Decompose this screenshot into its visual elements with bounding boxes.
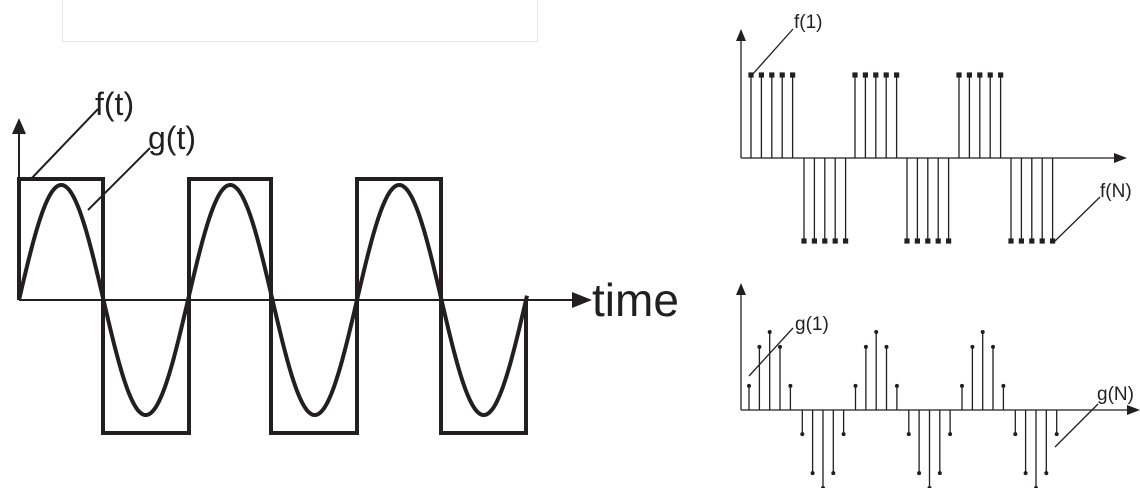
square-sample-marker-6 [811, 238, 817, 244]
sine-sample-marker-1 [757, 344, 762, 349]
blank-frame [62, 0, 538, 42]
sine-sample-marker-0 [747, 383, 751, 388]
time-axis-arrow [572, 292, 592, 308]
f-1-leader-line [751, 28, 794, 76]
square-sample-marker-19 [946, 238, 952, 244]
f-t-label: f(t) [95, 86, 134, 122]
square-sample-marker-9 [843, 238, 849, 244]
square-sample-marker-18 [935, 238, 941, 244]
square-sample-marker-7 [822, 238, 828, 244]
square-sample-marker-23 [987, 72, 993, 78]
sine-sample-marker-26 [1023, 471, 1028, 476]
square-sample-marker-8 [832, 238, 838, 244]
square-sample-marker-5 [801, 238, 807, 244]
f-1-label: f(1) [794, 12, 823, 33]
g-1-leader-line [748, 327, 794, 377]
sampled-square-plot: f(1) f(N) [736, 12, 1132, 244]
sine-sample-marker-21 [970, 344, 975, 349]
time-axis-label: time [592, 274, 679, 326]
square-sample-marker-15 [904, 238, 910, 244]
g-n-label: g(N) [1097, 384, 1134, 405]
sine-sample-stems [747, 330, 1059, 488]
square-wave [17, 177, 528, 435]
sine-sample-marker-14 [894, 383, 899, 388]
square-sample-marker-2 [769, 72, 775, 78]
sine-sample-marker-25 [1013, 432, 1018, 437]
square-sample-marker-16 [914, 238, 920, 244]
square-sample-marker-0 [748, 72, 754, 78]
square-sample-marker-25 [1008, 238, 1014, 244]
square-sample-stems [748, 72, 1056, 244]
sine-sample-marker-5 [800, 432, 805, 437]
square-sample-marker-22 [977, 72, 983, 78]
sampled-sine-plot: g(1) g(N) [736, 283, 1140, 488]
sine-sample-marker-8 [831, 471, 836, 476]
f-n-label: f(N) [1100, 181, 1132, 202]
sine-sample-marker-4 [788, 383, 793, 388]
square-sample-marker-29 [1050, 238, 1056, 244]
square-sample-marker-24 [998, 72, 1004, 78]
sine-sample-marker-23 [991, 344, 995, 349]
sine-sample-marker-3 [778, 344, 782, 349]
sine-sample-marker-15 [906, 432, 911, 437]
sine-sample-marker-6 [810, 471, 815, 476]
square-sample-marker-12 [873, 72, 879, 78]
square-sample-marker-26 [1018, 238, 1024, 244]
x-axis-arrow [1127, 405, 1140, 415]
y-axis-arrow [12, 118, 26, 134]
square-sample-marker-17 [925, 238, 931, 244]
square-sample-marker-13 [883, 72, 889, 78]
sine-sample-marker-24 [1001, 383, 1006, 388]
x-axis-arrow [1114, 153, 1127, 163]
sine-sample-marker-19 [948, 432, 953, 437]
square-sample-marker-20 [956, 72, 962, 78]
sine-sample-marker-28 [1044, 471, 1049, 476]
sine-sample-marker-9 [841, 432, 846, 437]
sine-sample-marker-29 [1054, 432, 1059, 437]
g-t-label: g(t) [148, 120, 196, 156]
square-sample-marker-11 [862, 72, 868, 78]
g-n-leader-line [1054, 403, 1099, 448]
square-sample-marker-10 [852, 72, 858, 78]
sine-sample-marker-22 [980, 330, 985, 334]
square-sample-marker-1 [758, 72, 764, 78]
y-axis-arrow [736, 29, 746, 41]
sine-sample-marker-11 [863, 344, 868, 349]
g-1-label: g(1) [795, 314, 829, 335]
sine-sample-marker-16 [917, 471, 922, 476]
square-sample-marker-27 [1029, 238, 1035, 244]
sine-sample-marker-2 [767, 330, 772, 334]
sine-wave [17, 183, 529, 417]
sine-sample-marker-20 [960, 383, 964, 388]
sine-sample-marker-13 [884, 344, 889, 349]
square-sample-marker-3 [779, 72, 785, 78]
square-sample-marker-28 [1039, 238, 1045, 244]
square-sample-marker-4 [790, 72, 796, 78]
f-t-leader-line [29, 108, 99, 181]
square-sample-marker-21 [966, 72, 972, 78]
sine-sample-marker-18 [937, 471, 942, 476]
square-sample-marker-14 [894, 72, 900, 78]
sine-sample-marker-12 [874, 330, 879, 334]
sine-sample-marker-10 [853, 383, 858, 388]
f-n-leader-line [1054, 196, 1101, 242]
continuous-plot: f(t) g(t) time [12, 86, 679, 435]
g-t-leader-line [87, 147, 151, 211]
y-axis-arrow [736, 283, 746, 295]
